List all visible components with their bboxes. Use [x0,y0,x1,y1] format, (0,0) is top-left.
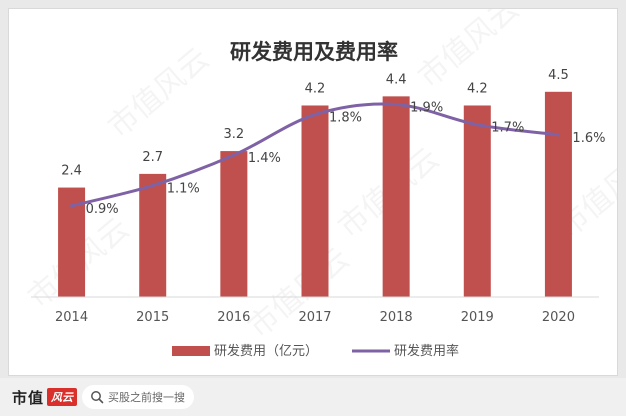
search-box[interactable]: 买股之前搜一搜 [82,385,194,409]
x-tick-2020: 2020 [542,310,575,325]
rate-label-2020: 1.6% [572,131,605,146]
x-tick-2016: 2016 [217,310,250,325]
bar-2019 [463,105,491,297]
watermark-text: 市值风云 [102,41,216,145]
search-icon [91,391,104,404]
brand-logo: 风云 [47,388,78,406]
watermark-text: 市值风云 [242,241,356,345]
line-layer: 0.9% 1.1% 1.4% 1.8% 1.9% 1.7% 1.6% [70,100,605,217]
bars-layer: 2.4 2.7 3.2 4.2 4.4 4.2 4.5 [58,68,572,297]
chart-svg: 市值风云市值风云市值风云市值风云市值风云市值风云 研发费用及费用率 2.42.7… [22,9,617,359]
bar-label-2016: 3.2 [224,127,245,142]
chart-title: 研发费用及费用率 [230,39,398,64]
x-tick-2018: 2018 [380,310,413,325]
legend: 研发费用（亿元） 研发费用率 [172,343,459,359]
rate-label-2014: 0.9% [86,202,119,217]
x-tick-2015: 2015 [136,310,169,325]
footer-bar: 市值 风云 买股之前搜一搜 [0,378,626,416]
bar-label-2017: 4.2 [305,81,326,96]
rate-label-2019: 1.7% [491,121,524,136]
bar-2017 [301,105,329,297]
rate-point-2019 [475,123,479,127]
legend-line-label: 研发费用率 [394,343,459,359]
legend-bar-label: 研发费用（亿元） [214,343,318,359]
rate-label-2017: 1.8% [329,111,362,126]
bar-2018 [382,96,410,297]
x-tick-2017: 2017 [298,310,331,325]
ticks-layer: 2014 2015 2016 2017 2018 2019 2020 [55,310,575,325]
rate-point-2015 [151,184,155,188]
bar-2020 [544,91,572,297]
bar-2015 [139,173,167,297]
rate-label-2016: 1.4% [248,151,281,166]
bar-label-2020: 4.5 [548,68,569,83]
brand-name: 市值 [12,388,45,407]
rate-point-2016 [232,153,236,157]
rate-point-2014 [70,204,74,208]
bar-label-2015: 2.7 [142,150,163,165]
rate-point-2018 [394,102,398,106]
x-tick-2014: 2014 [55,310,88,325]
rate-label-2018: 1.9% [410,100,443,115]
x-tick-2019: 2019 [461,310,494,325]
rate-point-2017 [313,113,317,117]
rate-point-2020 [556,133,560,137]
chart-card: 市值风云市值风云市值风云市值风云市值风云市值风云 研发费用及费用率 2.42.7… [8,8,618,376]
brand[interactable]: 市值 风云 [12,387,78,407]
bar-label-2014: 2.4 [61,164,82,179]
bar-2016 [220,151,248,297]
bar-label-2019: 4.2 [467,81,488,96]
bar-label-2018: 4.4 [386,72,407,87]
legend-bar-swatch [172,346,210,356]
search-text: 买股之前搜一搜 [108,391,185,404]
rate-label-2015: 1.1% [167,182,200,197]
